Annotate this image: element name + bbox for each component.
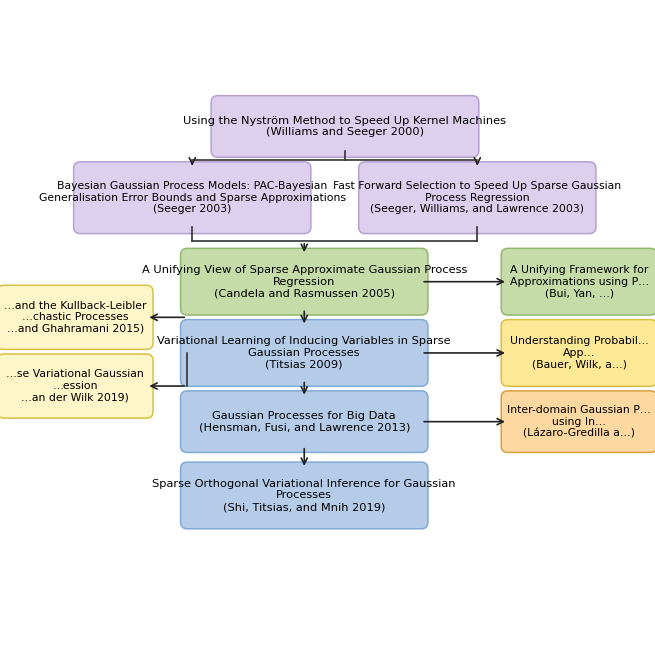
- Text: …and the Kullback-Leibler
…chastic Processes
…and Ghahramani 2015): …and the Kullback-Leibler …chastic Proce…: [4, 301, 147, 334]
- Text: …se Variational Gaussian
…ession
…an der Wilk 2019): …se Variational Gaussian …ession …an der…: [7, 369, 144, 403]
- FancyBboxPatch shape: [181, 462, 428, 529]
- FancyBboxPatch shape: [181, 320, 428, 386]
- Text: Understanding Probabil…
App…
(Bauer, Wilk, a…): Understanding Probabil… App… (Bauer, Wil…: [510, 337, 648, 369]
- FancyBboxPatch shape: [181, 248, 428, 315]
- Text: Inter-domain Gaussian P…
using In…
(Lázaro-Gredilla a…): Inter-domain Gaussian P… using In… (Láza…: [507, 405, 651, 438]
- FancyBboxPatch shape: [211, 96, 479, 157]
- FancyBboxPatch shape: [501, 391, 655, 453]
- Text: A Unifying View of Sparse Approximate Gaussian Process
Regression
(Candela and R: A Unifying View of Sparse Approximate Ga…: [141, 265, 467, 298]
- Text: Bayesian Gaussian Process Models: PAC-Bayesian
Generalisation Error Bounds and S: Bayesian Gaussian Process Models: PAC-Ba…: [39, 181, 346, 214]
- FancyBboxPatch shape: [0, 286, 153, 349]
- Text: Using the Nyström Method to Speed Up Kernel Machines
(Williams and Seeger 2000): Using the Nyström Method to Speed Up Ker…: [183, 116, 506, 138]
- Text: Gaussian Processes for Big Data
(Hensman, Fusi, and Lawrence 2013): Gaussian Processes for Big Data (Hensman…: [198, 411, 410, 432]
- FancyBboxPatch shape: [73, 162, 311, 234]
- FancyBboxPatch shape: [501, 248, 655, 315]
- Text: A Unifying Framework for
Approximations using P…
(Bui, Yan, …): A Unifying Framework for Approximations …: [510, 265, 648, 298]
- FancyBboxPatch shape: [181, 391, 428, 453]
- Text: Variational Learning of Inducing Variables in Sparse
Gaussian Processes
(Titsias: Variational Learning of Inducing Variabl…: [157, 337, 451, 369]
- FancyBboxPatch shape: [501, 320, 655, 386]
- Text: Sparse Orthogonal Variational Inference for Gaussian
Processes
(Shi, Titsias, an: Sparse Orthogonal Variational Inference …: [153, 479, 456, 512]
- FancyBboxPatch shape: [0, 354, 153, 418]
- FancyBboxPatch shape: [359, 162, 596, 234]
- Text: Fast Forward Selection to Speed Up Sparse Gaussian
Process Regression
(Seeger, W: Fast Forward Selection to Speed Up Spars…: [333, 181, 622, 214]
